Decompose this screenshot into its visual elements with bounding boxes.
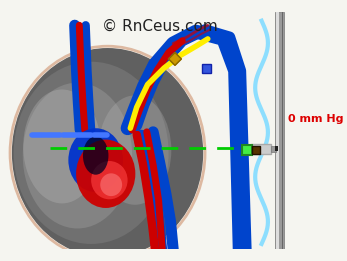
Bar	[275, 146, 278, 151]
Bar	[202, 63, 211, 73]
Bar	[251, 144, 271, 154]
Ellipse shape	[23, 83, 132, 228]
Ellipse shape	[14, 62, 169, 244]
Bar	[271, 146, 276, 152]
Ellipse shape	[12, 48, 203, 258]
Bar	[242, 145, 252, 155]
Bar	[276, 11, 279, 250]
Ellipse shape	[83, 137, 109, 175]
Ellipse shape	[100, 173, 122, 196]
Text: © RnCeus.com: © RnCeus.com	[102, 19, 217, 34]
Bar	[253, 146, 260, 154]
Ellipse shape	[68, 128, 123, 192]
Bar	[275, 11, 284, 250]
Text: 0 mm Hg: 0 mm Hg	[288, 114, 344, 124]
Bar	[282, 11, 283, 250]
Ellipse shape	[76, 140, 135, 208]
Polygon shape	[169, 52, 181, 65]
Ellipse shape	[99, 96, 171, 205]
Ellipse shape	[91, 161, 128, 199]
Ellipse shape	[23, 90, 101, 203]
